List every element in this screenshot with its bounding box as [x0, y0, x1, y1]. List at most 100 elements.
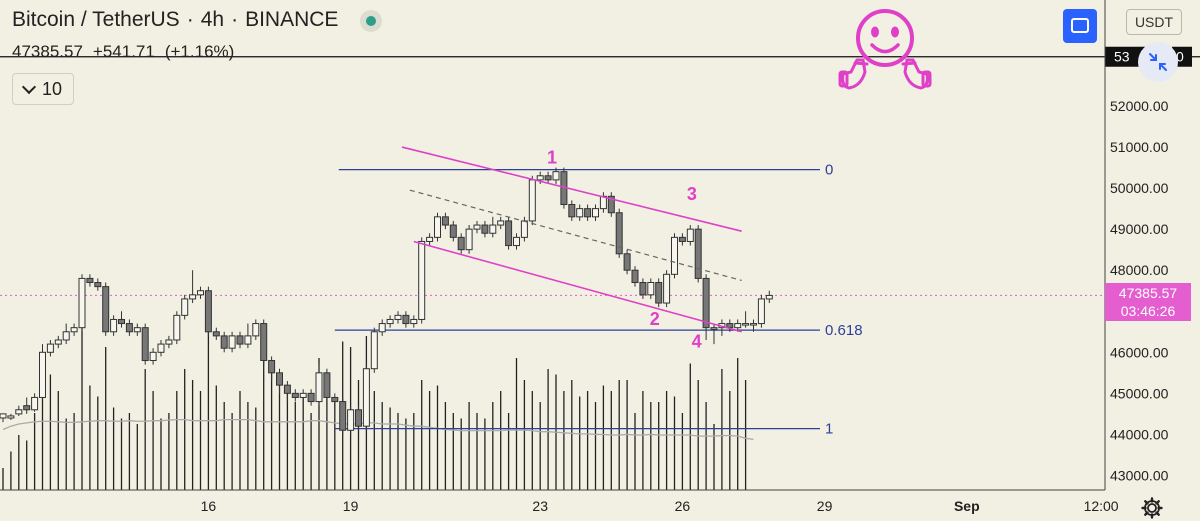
- candle-up: [536, 175, 544, 181]
- interval-name[interactable]: 4h: [200, 8, 225, 31]
- candle-up: [426, 236, 434, 242]
- candle-up: [750, 323, 757, 326]
- y-tick-label: 43000.00: [1110, 467, 1169, 483]
- candle-up: [244, 335, 252, 345]
- candle-up: [133, 327, 141, 333]
- y-tick-label: 44000.00: [1110, 426, 1169, 442]
- horizontal-line-label: 0: [1176, 49, 1184, 65]
- y-tick-label: 50000.00: [1110, 180, 1169, 196]
- y-tick-label: 46000.00: [1110, 344, 1169, 360]
- candle-down: [505, 220, 513, 247]
- y-tick-label: 52000.00: [1110, 98, 1169, 114]
- candle-down: [331, 396, 339, 403]
- channel-upper-line: [401, 146, 742, 232]
- candle-down: [726, 323, 734, 329]
- candle-down: [449, 224, 457, 238]
- y-tick-label: 45000.00: [1110, 385, 1169, 401]
- indicator-toggle-button[interactable]: 10: [12, 73, 74, 105]
- wave-labels: 1 2 3 4: [547, 147, 702, 351]
- candle-up: [15, 409, 23, 415]
- candle-up: [663, 273, 671, 304]
- candle-down: [283, 384, 291, 394]
- candle-down: [457, 236, 465, 251]
- symbol-name[interactable]: Bitcoin / TetherUS: [12, 8, 180, 31]
- candle-up: [686, 228, 694, 242]
- candle-up: [757, 298, 765, 325]
- candle-down: [212, 331, 220, 337]
- candle-down: [623, 253, 631, 271]
- candle-down: [118, 318, 125, 325]
- fib-retracement[interactable]: 0 0.618 1: [334, 162, 863, 438]
- candle-up: [78, 277, 86, 329]
- candle-up: [765, 294, 773, 300]
- candle-up: [370, 331, 378, 370]
- candle-up: [181, 298, 189, 316]
- candle-up: [252, 323, 260, 337]
- candle-up: [489, 224, 497, 234]
- candle-down: [236, 335, 244, 345]
- wave-label: 4: [692, 331, 702, 351]
- descending-channel[interactable]: [401, 146, 742, 333]
- wave-label: 1: [547, 147, 557, 167]
- price-change: +541.71: [92, 42, 155, 61]
- fullscreen-icon[interactable]: [1063, 9, 1097, 43]
- candle-down: [141, 327, 149, 362]
- candle-down: [204, 290, 212, 333]
- currency-label: USDT: [1134, 14, 1174, 30]
- volume-layer: [2, 314, 754, 490]
- candle-down: [307, 392, 315, 403]
- candle-up: [31, 396, 39, 411]
- candle-down: [291, 392, 299, 398]
- candle-up: [378, 323, 386, 333]
- collapse-icon[interactable]: [1138, 42, 1178, 82]
- candle-up: [473, 224, 481, 230]
- candle-down: [584, 208, 592, 218]
- candle-down: [615, 212, 623, 255]
- x-tick-label: 26: [675, 498, 691, 514]
- candle-up: [173, 314, 181, 341]
- candle-up: [362, 368, 370, 427]
- candle-up: [528, 179, 536, 222]
- candle-up: [647, 282, 655, 296]
- candle-down: [631, 269, 639, 284]
- candle-down: [86, 277, 94, 284]
- candle-down: [94, 282, 102, 288]
- candle-up: [299, 392, 307, 398]
- candle-up: [54, 339, 62, 345]
- candle-up: [520, 220, 528, 238]
- candle-down: [441, 216, 449, 226]
- quote-line: 47385.57 +541.71 (+1.16%): [12, 42, 244, 62]
- candle-down: [268, 360, 276, 374]
- x-tick-label: 23: [532, 498, 548, 514]
- candle-up: [46, 343, 54, 353]
- candle-down: [568, 204, 576, 218]
- price-change-percent: (+1.16%): [164, 42, 235, 61]
- wave-label: 3: [687, 184, 697, 204]
- candle-down: [694, 228, 702, 279]
- candle-up: [734, 323, 742, 329]
- candle-up: [157, 343, 165, 353]
- candle-up: [592, 208, 599, 218]
- y-tick-label: 51000.00: [1110, 139, 1169, 155]
- x-tick-label: 29: [817, 498, 833, 514]
- volume-ma-line: [2, 418, 754, 441]
- candle-down: [260, 323, 268, 362]
- market-status-icon[interactable]: [360, 10, 382, 32]
- currency-button[interactable]: USDT: [1126, 9, 1182, 35]
- fib-level-label: 1: [825, 421, 833, 438]
- candles-layer: [0, 167, 773, 435]
- settings-icon[interactable]: [1141, 497, 1163, 519]
- channel-mid-line: [409, 189, 742, 282]
- exchange-name: BINANCE: [245, 8, 339, 31]
- horizontal-line-label: 53: [1114, 49, 1130, 65]
- candle-down: [655, 282, 663, 304]
- last-price: 47385.57: [12, 42, 83, 61]
- y-tick-label: 49000.00: [1110, 221, 1169, 237]
- price-tag-price: 47385.57: [1118, 285, 1178, 301]
- candle-down: [220, 335, 228, 349]
- candle-up: [197, 290, 204, 296]
- candle-up: [39, 351, 46, 398]
- candle-up: [410, 318, 418, 325]
- candle-down: [639, 282, 647, 296]
